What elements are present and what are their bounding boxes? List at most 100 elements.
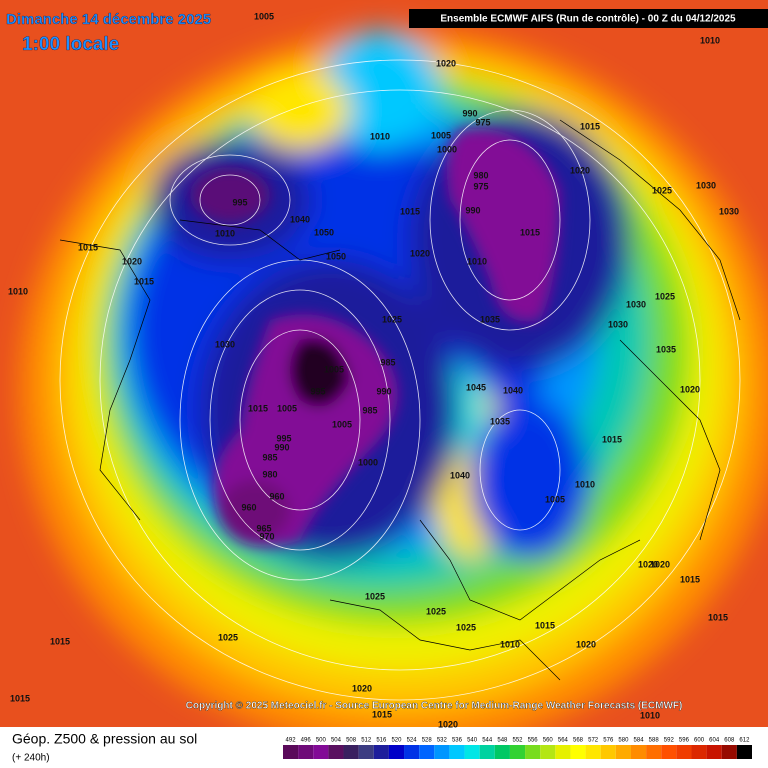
legend-label: 504 bbox=[331, 738, 342, 744]
pressure-label: 1010 bbox=[575, 479, 595, 489]
pressure-label: 1000 bbox=[437, 144, 457, 154]
pressure-label: 1020 bbox=[638, 559, 658, 569]
legend-swatch bbox=[494, 745, 510, 759]
legend-label: 520 bbox=[391, 738, 402, 744]
legend-swatch bbox=[343, 745, 359, 759]
pressure-label: 1015 bbox=[134, 276, 154, 286]
pressure-label: 990 bbox=[465, 205, 480, 215]
pressure-label: 960 bbox=[269, 491, 284, 501]
pressure-label: 1010 bbox=[640, 710, 660, 720]
pressure-label: 1015 bbox=[520, 227, 540, 237]
legend-swatch bbox=[419, 745, 435, 759]
pressure-label: 990 bbox=[376, 386, 391, 396]
legend-swatch bbox=[540, 745, 556, 759]
pressure-label: 1010 bbox=[467, 256, 487, 266]
legend-swatch bbox=[283, 745, 299, 759]
legend-label: 576 bbox=[603, 738, 614, 744]
pressure-label: 1025 bbox=[365, 591, 385, 601]
pressure-label: 1015 bbox=[372, 709, 392, 719]
legend-swatch bbox=[388, 745, 405, 759]
pressure-label: 1025 bbox=[426, 606, 446, 616]
pressure-label: 985 bbox=[362, 405, 377, 415]
pressure-label: 990 bbox=[274, 442, 289, 452]
legend-swatch bbox=[373, 745, 389, 759]
legend-label: 612 bbox=[739, 738, 750, 744]
pressure-label: 1035 bbox=[656, 344, 676, 354]
pressure-label: 1010 bbox=[8, 286, 28, 296]
pressure-label: 1025 bbox=[382, 314, 402, 324]
pressure-label: 1005 bbox=[277, 403, 297, 413]
legend-swatch bbox=[298, 745, 314, 759]
pressure-label: 1025 bbox=[652, 185, 672, 195]
pressure-label: 1015 bbox=[708, 612, 728, 622]
map-field bbox=[0, 0, 768, 727]
legend-swatch bbox=[736, 745, 752, 759]
pressure-label: 1000 bbox=[358, 457, 378, 467]
pressure-label: 1005 bbox=[324, 364, 344, 374]
pressure-label: 1020 bbox=[122, 256, 142, 266]
legend-swatch bbox=[661, 745, 677, 759]
legend-label: 540 bbox=[467, 738, 478, 744]
legend-label: 492 bbox=[286, 738, 297, 744]
pressure-label: 1015 bbox=[535, 620, 555, 630]
pressure-label: 1015 bbox=[400, 206, 420, 216]
footer-lead: (+ 240h) bbox=[12, 753, 50, 764]
legend-label: 496 bbox=[301, 738, 312, 744]
legend-label: 532 bbox=[437, 738, 448, 744]
pressure-label: 1010 bbox=[215, 228, 235, 238]
pressure-label: 965 bbox=[256, 523, 271, 533]
legend-label: 508 bbox=[346, 738, 357, 744]
copyright: Copyright © 2025 Meteociel.fr - Source E… bbox=[186, 701, 683, 712]
model: Ensemble ECMWF AIFS (Run de contrôle) - … bbox=[440, 14, 736, 25]
pressure-label: 1005 bbox=[254, 11, 274, 21]
pressure-label: 1020 bbox=[680, 384, 700, 394]
legend-swatch bbox=[630, 745, 647, 759]
pressure-label: 1030 bbox=[626, 299, 646, 309]
pressure-label: 1015 bbox=[50, 636, 70, 646]
pressure-label: 1015 bbox=[580, 121, 600, 131]
pressure-label: 1040 bbox=[503, 385, 523, 395]
legend-swatch bbox=[328, 745, 344, 759]
pressure-label: 975 bbox=[473, 181, 488, 191]
pressure-label: 1040 bbox=[290, 214, 310, 224]
legend-label: 544 bbox=[482, 738, 493, 744]
legend: 492 496 500 504 508 512 516 520 524 528 532 536 540 5… bbox=[283, 738, 752, 759]
legend-swatch bbox=[691, 745, 707, 759]
pressure-label: 1045 bbox=[466, 382, 486, 392]
pressure-label: 960 bbox=[241, 502, 256, 512]
pressure-label: 985 bbox=[380, 357, 395, 367]
legend-swatch bbox=[585, 745, 601, 759]
pressure-label: 1010 bbox=[700, 35, 720, 45]
footer-title: Géop. Z500 & pression au sol bbox=[12, 731, 197, 747]
legend-label: 548 bbox=[497, 738, 508, 744]
legend-label: 608 bbox=[724, 738, 735, 744]
legend-label: 552 bbox=[512, 738, 523, 744]
coastlines bbox=[59, 119, 741, 681]
pressure-label: 1050 bbox=[326, 251, 346, 261]
legend-swatch bbox=[509, 745, 526, 759]
pressure-label: 1020 bbox=[576, 639, 596, 649]
pressure-label: 980 bbox=[262, 469, 277, 479]
pressure-label: 1030 bbox=[696, 180, 716, 190]
pressure-label: 1040 bbox=[450, 470, 470, 480]
legend-label: 536 bbox=[452, 738, 463, 744]
pressure-label: 1015 bbox=[10, 693, 30, 703]
legend-swatch bbox=[313, 745, 329, 759]
pressure-label: 1020 bbox=[436, 58, 456, 68]
legend-label: 524 bbox=[407, 738, 418, 744]
legend-label: 564 bbox=[558, 738, 569, 744]
time: 1:00 locale bbox=[22, 34, 119, 55]
pressure-label: 1020 bbox=[570, 165, 590, 175]
legend-swatch bbox=[434, 745, 450, 759]
legend-label: 580 bbox=[618, 738, 629, 744]
pressure-label: 1025 bbox=[456, 622, 476, 632]
pressure-label: 975 bbox=[475, 117, 490, 127]
isobars bbox=[59, 59, 741, 701]
legend-swatch bbox=[525, 745, 541, 759]
pressure-label: 1015 bbox=[602, 434, 622, 444]
pressure-label: 980 bbox=[473, 170, 488, 180]
legend-label: 556 bbox=[528, 738, 539, 744]
legend-label: 512 bbox=[361, 738, 372, 744]
pressure-label: 1005 bbox=[431, 130, 451, 140]
